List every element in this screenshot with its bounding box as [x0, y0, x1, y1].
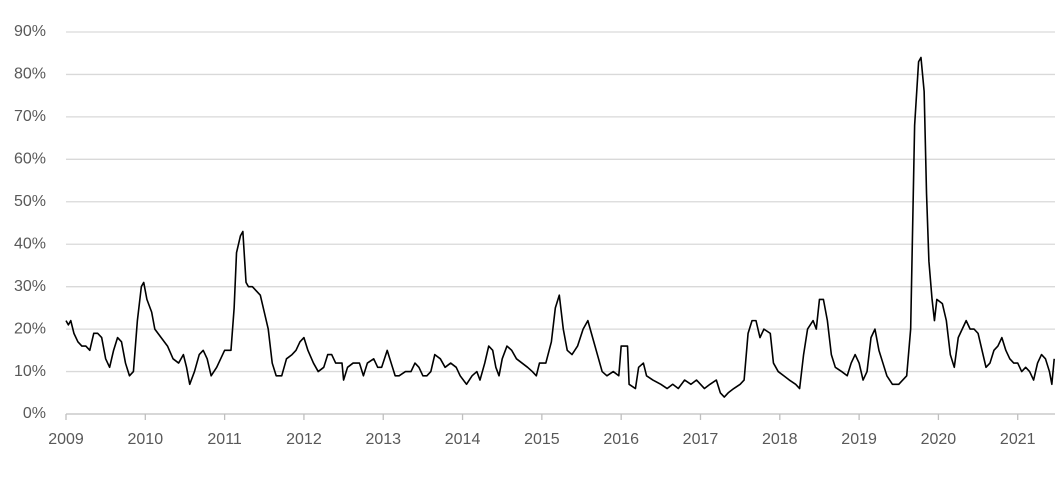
x-tick-label: 2019: [841, 431, 877, 448]
y-tick-label: 80%: [14, 66, 46, 83]
x-tick-label: 2017: [683, 431, 719, 448]
x-tick-label: 2015: [524, 431, 560, 448]
x-tick-label: 2013: [365, 431, 401, 448]
x-tick-label: 2009: [48, 431, 84, 448]
line: [65, 56, 1056, 398]
y-tick-label: 60%: [14, 151, 46, 168]
x-tick-label: 2016: [603, 431, 639, 448]
y-tick-label: 10%: [14, 363, 46, 380]
x-tick-label: 2018: [762, 431, 798, 448]
y-tick-label: 70%: [14, 108, 46, 125]
y-tick-label: 30%: [14, 278, 46, 295]
y-tick-label: 0%: [23, 405, 46, 422]
y-tick-label: 50%: [14, 193, 46, 210]
y-tick-label: 20%: [14, 320, 46, 337]
x-tick-label: 2011: [207, 431, 242, 448]
x-tick-label: 2020: [921, 431, 957, 448]
x-tick-label: 2010: [128, 431, 164, 448]
x-tick-label: 2014: [445, 431, 481, 448]
x-tick-label: 2021: [1000, 431, 1036, 448]
y-tick-label: 90%: [14, 23, 46, 40]
x-tick-label: 2012: [286, 431, 322, 448]
y-tick-label: 40%: [14, 235, 46, 252]
